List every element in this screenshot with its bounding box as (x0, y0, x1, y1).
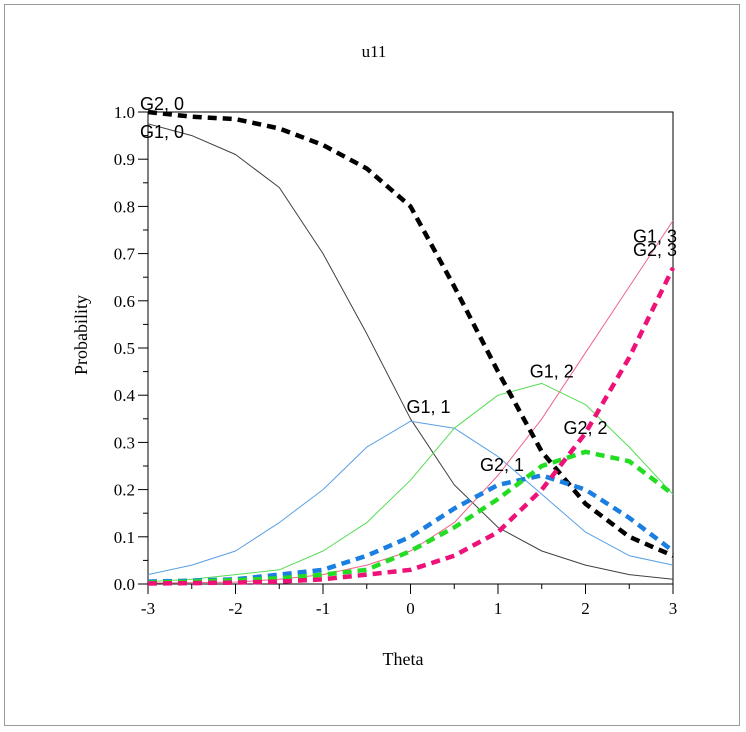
series-label-g1-3: G1, 3 (633, 227, 677, 247)
y-tick-label: 0.1 (114, 528, 135, 547)
plot-area: 0.0 0.1 0.2 0.3 0.4 0.5 0.6 0.7 0.8 0.9 1.0 -3 -2 -1 0… (114, 94, 678, 618)
x-tick-label: 3 (669, 599, 678, 618)
series-label-g1-1: G1, 1 (407, 397, 451, 417)
y-tick-label: 1.0 (114, 103, 135, 122)
series-label-g1-0: G1, 0 (140, 122, 184, 142)
series-label-g2-3: G2, 3 (633, 240, 677, 260)
y-tick-label: 0.9 (114, 150, 135, 169)
y-tick-label: 0.3 (114, 433, 135, 452)
series-line-g1-3 (147, 220, 674, 584)
series-line-g2-3 (147, 266, 676, 586)
series-label-g2-2: G2, 2 (564, 418, 608, 438)
y-tick-label: 0.6 (114, 292, 135, 311)
chart-frame: u11 Theta Probability 0.0 0.1 0.2 0.3 0.4 0.5… (4, 4, 740, 726)
series-line-g2-2 (147, 449, 675, 585)
series-line-g2-0 (147, 109, 674, 558)
x-axis-label: Theta (383, 649, 424, 669)
x-tick-label: 0 (406, 599, 415, 618)
series-line-g1-1 (147, 420, 674, 576)
y-tick-label: 0.7 (114, 245, 136, 264)
y-tick-label: 0.5 (114, 339, 135, 358)
series-label-g2-1: G2, 1 (480, 455, 524, 475)
series-line-g1-0 (147, 123, 674, 580)
y-axis-label: Probability (71, 295, 91, 375)
y-tick-label: 0.8 (114, 197, 135, 216)
x-tick-label: -3 (141, 599, 155, 618)
series-label-g1-2: G1, 2 (530, 361, 574, 381)
series-line-g2-1 (147, 473, 675, 584)
x-tick-label: 2 (581, 599, 590, 618)
series-line-g1-2 (147, 382, 674, 583)
y-tick-label: 0.2 (114, 481, 135, 500)
chart-title: u11 (362, 42, 387, 61)
series-label-g2-0: G2, 0 (140, 94, 184, 114)
y-tick-label: 0.4 (114, 386, 136, 405)
y-tick-label: 0.0 (114, 575, 135, 594)
x-tick-label: -1 (316, 599, 330, 618)
x-tick-label: 1 (494, 599, 503, 618)
x-tick-label: -2 (228, 599, 242, 618)
chart-svg: u11 Theta Probability 0.0 0.1 0.2 0.3 0.4 0.5… (71, 42, 678, 669)
